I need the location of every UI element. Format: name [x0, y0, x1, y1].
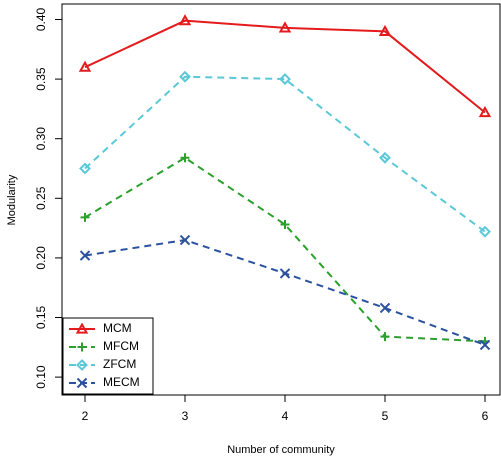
- x-axis-label: Number of community: [227, 444, 335, 456]
- x-tick-label: 2: [82, 409, 89, 423]
- marker: [478, 105, 492, 118]
- marker: [378, 24, 392, 37]
- marker: [179, 70, 191, 83]
- x-tick-label: 5: [382, 409, 389, 423]
- y-tick-label: 0.35: [34, 67, 48, 91]
- series-line: [84, 75, 486, 233]
- legend-marker: [77, 342, 87, 352]
- marker: [379, 151, 391, 164]
- marker: [180, 153, 190, 163]
- marker: [80, 212, 90, 222]
- marker: [178, 14, 192, 26]
- marker: [479, 339, 491, 351]
- legend-marker: [75, 322, 89, 334]
- marker: [379, 302, 391, 314]
- marker: [279, 73, 291, 86]
- y-tick-label: 0.40: [34, 7, 48, 31]
- legend-label: MCM: [103, 321, 132, 335]
- legend-label: MFCM: [103, 339, 139, 353]
- marker: [280, 220, 290, 230]
- plot-frame: [61, 3, 501, 396]
- marker: [79, 250, 91, 261]
- x-tick-label: 6: [482, 409, 489, 423]
- legend: MCM MFCM ZFCM MECM: [62, 317, 154, 395]
- marker: [278, 21, 292, 33]
- x-tick-label: 4: [282, 409, 289, 423]
- marker: [279, 268, 291, 279]
- legend-label: MECM: [103, 375, 140, 389]
- y-tick-label: 0.30: [34, 127, 48, 151]
- marker: [380, 332, 390, 342]
- y-tick-label: 0.10: [34, 365, 48, 389]
- series-line: [84, 19, 486, 114]
- y-tick-label: 0.25: [34, 186, 48, 210]
- legend-marker: [76, 359, 88, 371]
- legend-box: [62, 317, 154, 395]
- marker: [79, 162, 91, 175]
- marker: [78, 60, 92, 72]
- x-tick-label: 3: [182, 409, 189, 423]
- y-tick-label: 0.20: [34, 246, 48, 270]
- legend-marker: [76, 377, 88, 389]
- y-axis-label: Modularity: [6, 174, 18, 225]
- marker: [479, 225, 491, 238]
- legend-label: ZFCM: [103, 357, 136, 371]
- y-tick-label: 0.15: [34, 306, 48, 330]
- series-line: [84, 156, 486, 343]
- marker: [179, 234, 191, 246]
